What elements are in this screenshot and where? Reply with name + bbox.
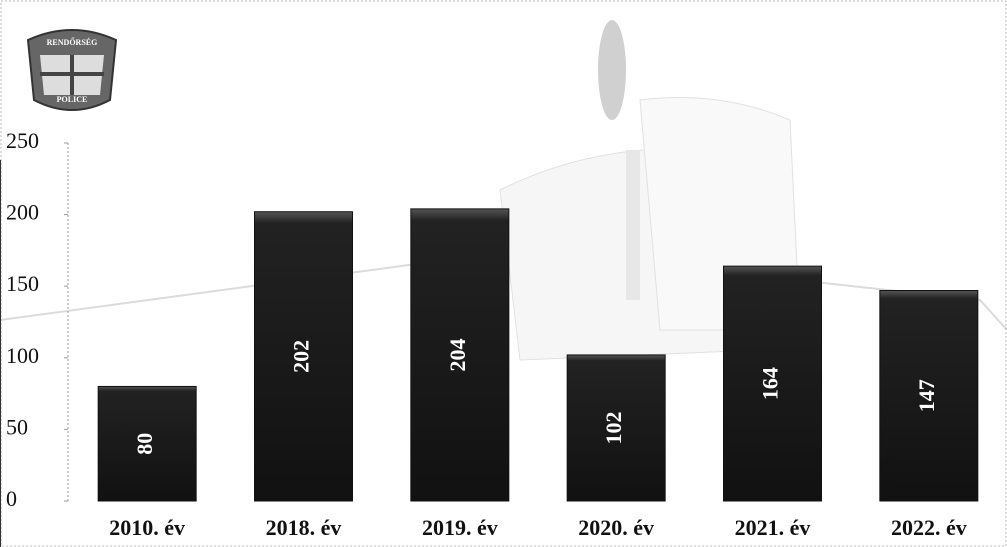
y-tick-label: 100 <box>6 343 39 368</box>
x-tick-label: 2022. év <box>891 515 967 540</box>
x-tick-label: 2021. év <box>735 515 811 540</box>
bar <box>879 289 979 502</box>
police-logo: RENDŐRSÉG POLICE <box>26 29 118 111</box>
x-tick-label: 2020. év <box>578 515 654 540</box>
x-tick-label: 2010. év <box>109 515 185 540</box>
value-label: 204 <box>445 338 470 371</box>
value-label: 80 <box>132 433 157 455</box>
x-tick-label: 2018. év <box>266 515 342 540</box>
value-label: 147 <box>914 379 939 412</box>
x-tick-label: 2019. év <box>422 515 498 540</box>
bar <box>723 265 822 502</box>
bar <box>254 211 353 502</box>
bar <box>410 208 510 502</box>
y-tick-label: 250 <box>6 128 39 153</box>
value-label: 102 <box>601 411 626 444</box>
bar <box>566 354 666 502</box>
logo-top-text: RENDŐRSÉG <box>47 37 98 47</box>
y-tick-label: 50 <box>6 414 28 439</box>
logo-bottom-text: POLICE <box>57 95 88 104</box>
value-label: 202 <box>289 340 314 373</box>
y-tick-label: 0 <box>6 486 17 511</box>
bar <box>97 385 197 502</box>
y-tick-label: 150 <box>6 271 39 296</box>
y-tick-label: 200 <box>6 200 39 225</box>
value-label: 164 <box>758 367 783 400</box>
